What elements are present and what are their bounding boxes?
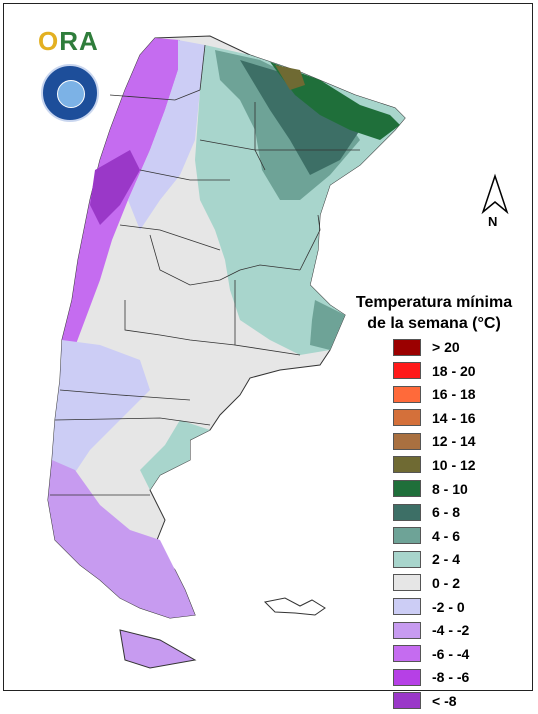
- legend-swatch: [393, 480, 421, 498]
- legend-item: 14 - 16: [393, 407, 493, 429]
- map-frame: [3, 3, 533, 691]
- legend-swatch: [393, 432, 421, 450]
- legend-label: < -8: [432, 692, 457, 709]
- legend-item: 0 - 2: [393, 572, 493, 594]
- legend-swatch: [393, 338, 421, 356]
- institution-seal-icon: [41, 64, 99, 122]
- legend-label: 6 - 8: [432, 504, 461, 521]
- legend-item: 4 - 6: [393, 525, 493, 547]
- argentina-temperature-map: [47, 35, 406, 669]
- legend-label: 16 - 18: [432, 386, 476, 403]
- legend-swatch: [393, 456, 421, 474]
- legend-swatch: [393, 385, 421, 403]
- legend-swatch: [393, 621, 421, 639]
- legend-label: 2 - 4: [432, 551, 461, 568]
- legend-swatch: [393, 692, 421, 710]
- province-borders: [50, 44, 360, 496]
- legend-swatch: [393, 362, 421, 380]
- legend-item: > 20: [393, 336, 493, 358]
- legend-item: 12 - 14: [393, 430, 493, 452]
- legend-label: -6 - -4: [432, 645, 470, 662]
- legend-swatch: [393, 503, 421, 521]
- legend-label: 4 - 6: [432, 527, 461, 544]
- legend-label: 14 - 16: [432, 409, 476, 426]
- zone-light-lilac-north: [128, 40, 205, 230]
- legend-label: 8 - 10: [432, 480, 468, 497]
- legend-item: < -8: [393, 690, 493, 712]
- ora-logo: ORA: [38, 26, 99, 56]
- legend-title-line-2: de la semana (°C): [367, 315, 501, 332]
- legend-item: 2 - 4: [393, 548, 493, 570]
- malvinas-islands: [263, 597, 326, 616]
- legend-label: -8 - -6: [432, 669, 470, 686]
- legend-label: 18 - 20: [432, 362, 476, 379]
- zone-south-purple: [48, 460, 195, 618]
- legend-swatch: [393, 645, 421, 663]
- zone-andes-deep: [90, 150, 140, 225]
- legend-item: 6 - 8: [393, 501, 493, 523]
- legend-label: 0 - 2: [432, 574, 461, 591]
- temperature-legend: > 20 18 - 20 16 - 18 14 - 16 12 - 14 10 …: [393, 336, 493, 714]
- legend-swatch: [393, 527, 421, 545]
- legend-item: 8 - 10: [393, 478, 493, 500]
- legend-swatch: [393, 409, 421, 427]
- legend-item: 18 - 20: [393, 360, 493, 382]
- legend-label: 12 - 14: [432, 433, 476, 450]
- legend-item: 10 - 12: [393, 454, 493, 476]
- zone-south-lilac: [52, 340, 150, 480]
- zone-teal-east: [310, 300, 345, 350]
- legend-swatch: [393, 668, 421, 686]
- legend-swatch: [393, 598, 421, 616]
- legend-item: 16 - 18: [393, 383, 493, 405]
- legend-label: -2 - 0: [432, 598, 465, 615]
- legend-swatch: [393, 574, 421, 592]
- zone-10-12: [275, 65, 305, 90]
- north-label: N: [488, 214, 498, 229]
- legend-swatch: [393, 550, 421, 568]
- legend-label: 10 - 12: [432, 456, 476, 473]
- legend-item: -8 - -6: [393, 666, 493, 688]
- legend-item: -4 - -2: [393, 619, 493, 641]
- zone-6-8: [240, 60, 360, 175]
- legend-title: Temperatura mínima de la semana (°C): [334, 292, 534, 334]
- legend-item: -2 - 0: [393, 596, 493, 618]
- legend-title-line-1: Temperatura mínima: [355, 294, 513, 311]
- zone-coast-teal: [140, 420, 210, 490]
- legend-item: -6 - -4: [393, 643, 493, 665]
- legend-label: > 20: [432, 339, 460, 355]
- legend-label: -4 - -2: [432, 622, 470, 639]
- north-arrow-icon: [481, 173, 509, 215]
- tierra-del-fuego: [119, 629, 197, 669]
